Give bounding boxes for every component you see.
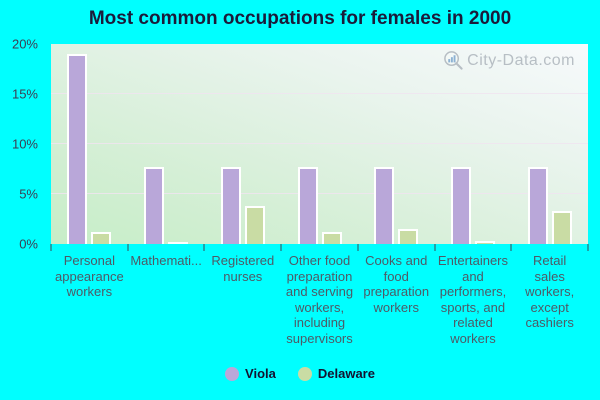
- x-tick: [280, 244, 282, 251]
- x-tick: [203, 244, 205, 251]
- y-tick-label: 20%: [11, 36, 38, 52]
- x-axis-label: Other food preparation and serving workers,…: [285, 253, 354, 346]
- gridline: [51, 93, 588, 94]
- legend-item-viola: Viola: [225, 366, 276, 381]
- x-axis-labels: Personal appearance workers Mathemati... Reg…: [51, 253, 588, 346]
- bar-viola: [527, 167, 548, 244]
- y-tick-label: 5%: [19, 186, 38, 202]
- legend: Viola Delaware: [0, 366, 600, 381]
- x-axis-label: Cooks and food preparation workers: [363, 253, 430, 315]
- gridline: [51, 143, 588, 144]
- bar-group: [128, 44, 205, 244]
- bar-delaware: [551, 211, 572, 244]
- x-axis-label: Entertainers and performers, sports, and rel…: [437, 253, 508, 346]
- bar-viola: [374, 167, 395, 244]
- x-tick: [434, 244, 436, 251]
- legend-label: Viola: [245, 366, 276, 381]
- gridline: [51, 193, 588, 194]
- y-tick-label: 10%: [11, 136, 38, 152]
- watermark-text: City-Data.com: [467, 51, 575, 69]
- bar-group: [281, 44, 358, 244]
- bar-viola: [220, 167, 241, 244]
- bar-group: [358, 44, 435, 244]
- x-axis-label: Retail sales workers, except cashiers: [525, 253, 575, 330]
- bar-delaware: [168, 242, 189, 244]
- bar-delaware: [321, 232, 342, 244]
- bar-viola: [144, 167, 165, 244]
- chart-title: Most common occupations for females in 2…: [88, 8, 512, 29]
- x-tick: [587, 244, 589, 251]
- bar-delaware: [91, 232, 112, 244]
- bar-viola: [297, 167, 318, 244]
- bar-delaware: [474, 241, 495, 244]
- magnifier-chart-icon: [444, 51, 463, 70]
- x-axis-ticks: [50, 244, 589, 252]
- legend-item-delaware: Delaware: [297, 366, 375, 381]
- y-tick-label: 0%: [19, 236, 38, 252]
- x-axis-label: Mathemati...: [130, 253, 202, 268]
- bar-delaware: [398, 229, 419, 244]
- y-tick-label: 15%: [11, 86, 38, 102]
- x-tick: [127, 244, 129, 251]
- legend-dot: [297, 366, 312, 381]
- bar-viola: [450, 167, 471, 244]
- x-tick: [510, 244, 512, 251]
- plot-area: [51, 44, 588, 244]
- bar-group: [435, 44, 512, 244]
- watermark: City-Data.com: [443, 50, 575, 71]
- bar-group: [511, 44, 588, 244]
- bar-viola: [67, 54, 88, 244]
- y-axis: 0% 5% 10% 15% 20%: [0, 37, 51, 252]
- legend-dot: [225, 366, 240, 381]
- bar-group: [204, 44, 281, 244]
- x-axis-label: Registered nurses: [211, 253, 275, 284]
- x-axis-label: Personal appearance workers: [55, 253, 124, 299]
- x-tick: [50, 244, 52, 251]
- bar-delaware: [244, 206, 265, 244]
- legend-label: Delaware: [317, 366, 375, 381]
- x-tick: [357, 244, 359, 251]
- bar-group: [51, 44, 128, 244]
